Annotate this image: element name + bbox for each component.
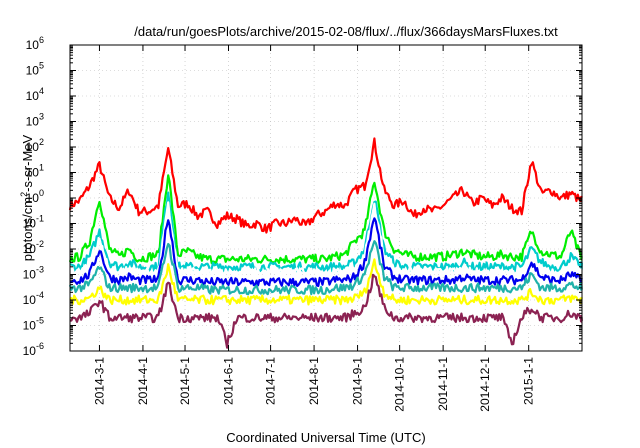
x-tick-label: 2015-1-1 <box>522 357 536 405</box>
x-tick-label: 2014-4-1 <box>136 357 150 405</box>
series-line <box>68 240 583 296</box>
chart-title: /data/run/goesPlots/archive/2015-02-08/f… <box>134 24 558 39</box>
x-tick-label: 2014-6-1 <box>222 357 236 405</box>
y-tick-label: 106 <box>26 35 44 52</box>
y-tick-label: 103 <box>26 112 44 129</box>
x-tick-label: 2014-5-1 <box>178 357 192 405</box>
x-tick-label: 2014-9-1 <box>351 357 365 405</box>
x-tick-label: 2014-7-1 <box>264 357 278 405</box>
x-tick-label: 2014-10-1 <box>393 357 407 412</box>
grid-lines <box>70 44 582 352</box>
series-line <box>68 137 583 234</box>
series-line <box>70 217 583 287</box>
y-tick-label: 104 <box>26 86 44 103</box>
series-line <box>69 258 583 306</box>
x-axis-label: Coordinated Universal Time (UTC) <box>226 430 425 445</box>
y-tick-label: 10-5 <box>23 316 44 333</box>
y-axis-ticks: 10-6 10-5 10-4 10-3 10-2 10-1 100 101 102 103 104 1… <box>23 35 582 358</box>
y-tick-label: 100 <box>26 188 44 205</box>
y-tick-label: 101 <box>26 163 44 180</box>
series-line <box>69 273 583 349</box>
y-tick-label: 10-6 <box>23 341 44 358</box>
data-series <box>68 137 583 349</box>
y-tick-label: 10-2 <box>23 239 44 256</box>
y-tick-label: 10-4 <box>23 290 44 307</box>
y-tick-label: 105 <box>26 61 44 78</box>
series-line <box>69 191 583 273</box>
x-axis-ticks: 2014-3-1 2014-4-1 2014-5-1 2014-6-1 2014-7-1… <box>92 45 536 412</box>
x-tick-label: 2014-3-1 <box>92 357 106 405</box>
x-tick-label: 2014-8-1 <box>307 357 321 405</box>
y-tick-label: 10-1 <box>23 214 44 231</box>
y-tick-label: 102 <box>26 137 44 154</box>
series-line <box>68 174 583 265</box>
y-axis-label: protons/cm2-s-sr-MeV <box>19 134 35 261</box>
x-tick-label: 2014-12-1 <box>478 357 492 412</box>
series-line <box>69 201 583 278</box>
y-tick-label: 10-3 <box>23 265 44 282</box>
x-tick-label: 2014-11-1 <box>436 357 450 411</box>
